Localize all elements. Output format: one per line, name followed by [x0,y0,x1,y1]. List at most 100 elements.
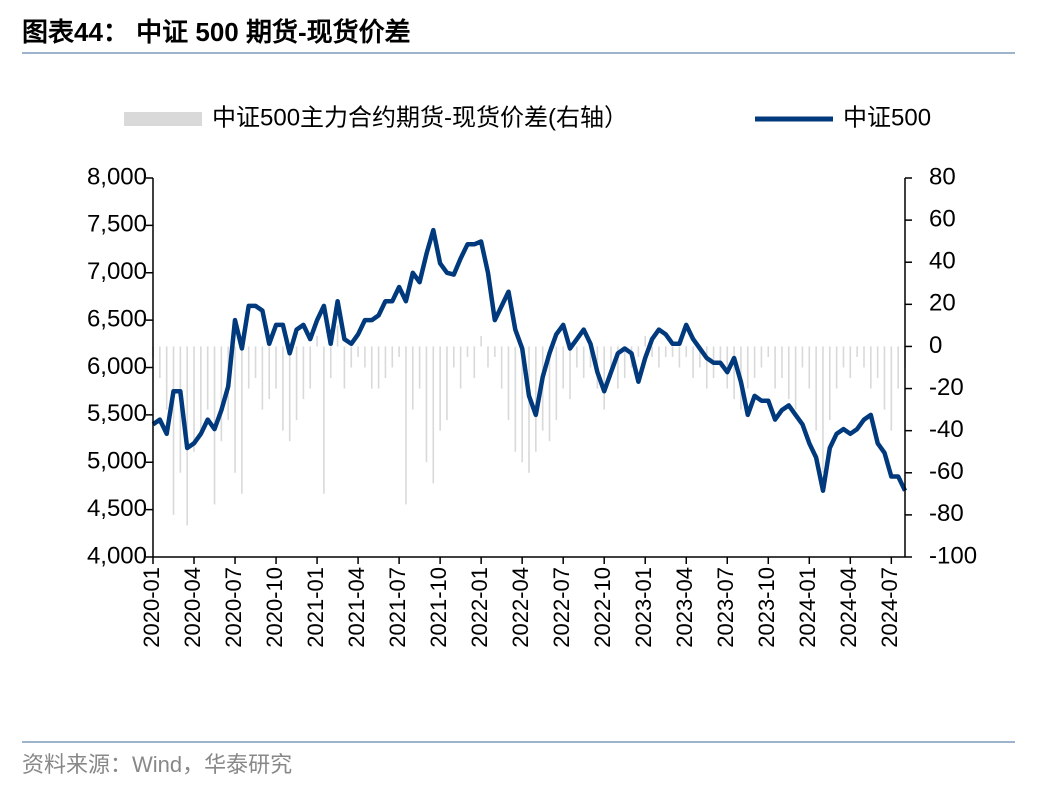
bar [535,346,537,452]
bar [316,335,318,347]
y-tick-label: 8,000 [87,163,147,190]
y2-tick-label: -80 [929,500,964,527]
y-tick-label: 5,000 [87,448,147,475]
bar [671,346,674,357]
bar [528,346,530,473]
bar [432,346,435,484]
bar [514,346,517,452]
x-tick-label: 2024-01 [795,567,820,648]
bar [569,346,571,400]
bar [822,346,824,473]
chart-title: 图表44： 中证 500 期货-现货价差 [22,17,411,47]
bar [870,346,872,389]
bar [829,346,831,421]
y2-tick-label: -20 [929,374,964,401]
x-tick-label: 2023-01 [631,567,656,648]
bar [453,346,455,368]
y-tick-label: 4,500 [87,495,147,522]
bar [172,346,175,515]
bar [603,346,605,410]
bar [200,346,202,431]
bar [220,346,223,442]
bar [815,346,817,431]
bar [459,346,462,389]
bar [398,346,400,357]
bar [405,346,407,505]
bar [856,346,858,357]
bar [343,346,346,389]
bar [589,346,592,368]
bar [261,346,264,410]
x-tick-label: 2022-07 [549,567,574,648]
bar [610,346,612,379]
bar [794,346,797,410]
bar [692,346,694,379]
bar [288,346,291,442]
bar [623,346,626,379]
bar [411,346,414,410]
legend-label: 中证500主力合约期货-现货价差(右轴） [212,104,628,131]
bar [268,346,271,400]
bar [254,346,257,379]
bar [637,346,640,357]
bar [302,346,305,400]
x-tick-label: 2020-01 [139,567,164,648]
bar [350,346,353,368]
bar [678,346,681,368]
bar [808,346,811,389]
bar [425,346,428,463]
x-tick-label: 2020-04 [180,567,205,648]
legend-swatch [124,112,202,126]
bar [753,346,756,379]
bar [165,346,168,410]
y2-tick-label: -100 [929,542,977,569]
bar [801,346,804,368]
x-tick-label: 2024-04 [836,567,861,648]
y2-tick-label: -40 [929,416,964,443]
bar [473,346,476,379]
bar [849,346,852,379]
bar [329,346,332,379]
x-tick-label: 2023-04 [672,567,697,648]
bar [446,346,448,421]
bar [336,325,339,347]
bar [159,346,161,379]
bar [377,346,380,389]
x-tick-label: 2023-10 [754,567,779,648]
source: 资料来源：Wind，华泰研究 [22,752,292,777]
x-tick-label: 2022-01 [467,567,492,648]
x-tick-label: 2020-07 [221,567,246,648]
x-tick-label: 2021-10 [426,567,451,648]
bar [562,346,564,389]
y2-tick-label: 80 [929,163,956,190]
bar [774,346,776,389]
bar [746,346,749,389]
y2-tick-label: 20 [929,290,956,317]
bar [241,346,243,494]
bar [644,335,647,347]
y-tick-label: 4,000 [87,542,147,569]
y2-tick-label: -60 [929,458,964,485]
x-tick-label: 2020-10 [262,567,287,648]
bar [548,346,551,442]
x-tick-label: 2022-04 [508,567,533,648]
bar [295,346,298,421]
bar [733,346,735,400]
bar [685,346,688,357]
bar [507,346,510,421]
bar [391,346,394,368]
bar [876,346,879,379]
y-tick-label: 6,000 [87,353,147,380]
y2-tick-label: 60 [929,205,956,232]
line [151,227,908,493]
bar [494,346,496,357]
bar [651,346,653,357]
x-tick-label: 2022-10 [590,567,615,648]
bar [480,335,482,347]
bar [193,346,195,452]
bar [890,346,893,431]
bar [576,346,578,368]
bar [705,346,708,389]
bar [664,346,667,357]
